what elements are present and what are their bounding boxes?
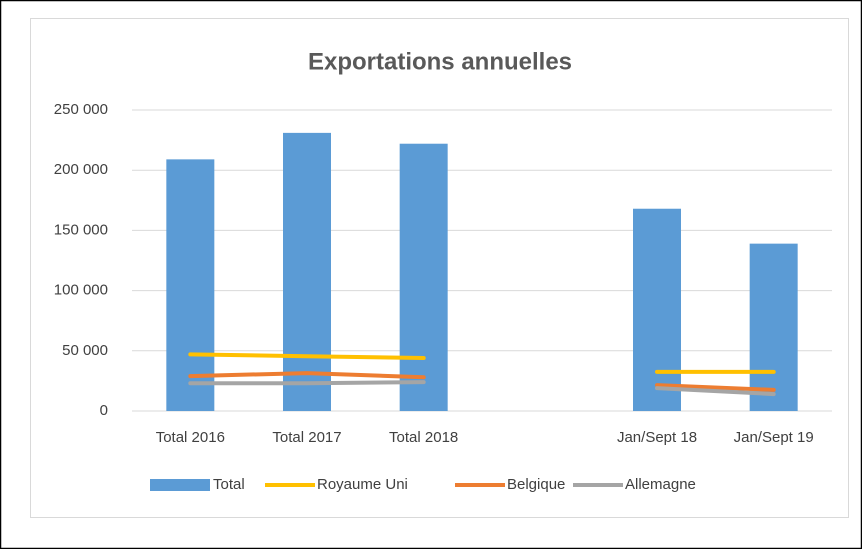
line-series	[188, 371, 776, 392]
x-tick-label: Jan/Sept 19	[734, 429, 814, 446]
y-tick-label: 200 000	[54, 161, 108, 178]
legend-label: Allemagne	[625, 476, 696, 493]
x-tick-label: Jan/Sept 18	[617, 429, 697, 446]
bar	[166, 159, 215, 411]
legend-swatch	[150, 479, 210, 491]
x-tick-label: Total 2018	[389, 429, 458, 446]
y-tick-label: 250 000	[54, 101, 108, 118]
bar	[283, 132, 331, 411]
y-tick-label: 0	[100, 402, 108, 419]
chart-title: Exportations annuelles	[308, 48, 572, 75]
y-tick-label: 150 000	[54, 221, 108, 238]
line-series	[188, 352, 776, 374]
y-tick-label: 100 000	[54, 282, 108, 299]
x-tick-label: Total 2016	[156, 429, 225, 446]
legend-label: Royaume Uni	[317, 476, 408, 493]
line-series	[188, 380, 776, 397]
legend-label: Total	[213, 476, 245, 493]
bar	[399, 143, 448, 411]
bar	[749, 243, 798, 411]
y-tick-label: 50 000	[62, 342, 108, 359]
bar	[633, 208, 681, 411]
legend-label: Belgique	[507, 476, 565, 493]
x-tick-label: Total 2017	[272, 429, 341, 446]
